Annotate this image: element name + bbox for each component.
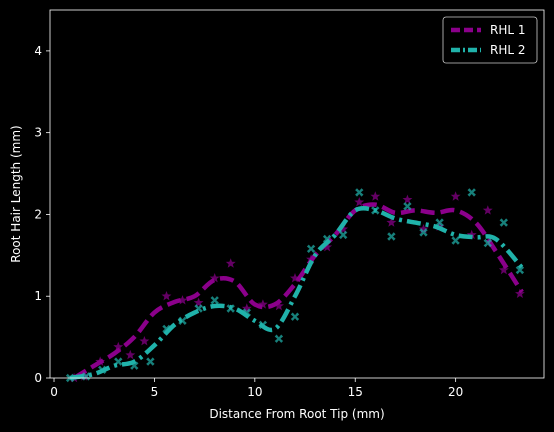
data-point [450,191,461,201]
y-tick-label: 3 [34,126,42,140]
data-point [355,188,364,197]
data-point [435,218,444,227]
data-point [210,296,219,305]
data-point [482,205,493,215]
data-point [81,372,91,381]
data-point [387,232,396,241]
data-point [146,357,155,366]
data-point [274,300,284,311]
x-tick-label: 5 [151,385,159,399]
data-point [225,258,236,268]
data-point [339,230,348,240]
legend-label-rhl-2: RHL 2 [490,43,526,57]
data-point [466,229,477,240]
x-axis-label: Distance From Root Tip (mm) [209,407,384,421]
x-tick-label: 0 [50,385,58,399]
data-point [113,341,124,352]
legend-label-rhl-1: RHL 1 [490,23,526,37]
data-point [515,265,525,275]
x-tick-label: 10 [247,385,262,399]
series-rhl-1 [69,191,525,383]
data-point [418,224,429,234]
series-layer [65,188,525,383]
y-tick-label: 0 [34,371,42,385]
data-point [241,303,252,313]
data-point [499,218,508,227]
data-point [386,217,397,227]
series-rhl-2 [65,188,525,383]
data-point [403,202,412,211]
y-tick-label: 1 [34,289,42,303]
data-point [498,264,509,275]
data-point [515,288,525,298]
data-point [139,336,150,346]
x-tick-label: 20 [448,385,463,399]
data-point [419,228,428,237]
data-point [290,312,300,321]
data-point [402,194,413,204]
data-point [290,273,300,283]
data-point [354,197,365,207]
series-line [72,202,524,380]
y-tick-label: 2 [34,207,42,221]
data-point [370,191,381,201]
data-point [209,273,220,283]
data-point [161,291,172,301]
y-axis-ticks: 0 1 2 3 4 [34,44,50,385]
data-point [274,334,284,343]
legend: RHL 1 RHL 2 [442,16,538,64]
data-point [306,244,316,253]
x-tick-label: 15 [348,385,363,399]
plot-frame [49,9,545,379]
series-line [69,205,524,381]
data-point [193,297,204,307]
data-point [467,188,476,197]
data-point [338,224,349,234]
data-point [483,238,492,248]
x-axis-ticks: 0 5 10 15 20 [50,378,463,399]
y-tick-label: 4 [34,44,42,58]
data-point [451,236,460,245]
data-point [177,295,188,305]
data-point [322,242,333,252]
data-point [125,349,136,360]
y-axis-label: Root Hair Length (mm) [9,125,23,262]
data-point [257,299,268,309]
